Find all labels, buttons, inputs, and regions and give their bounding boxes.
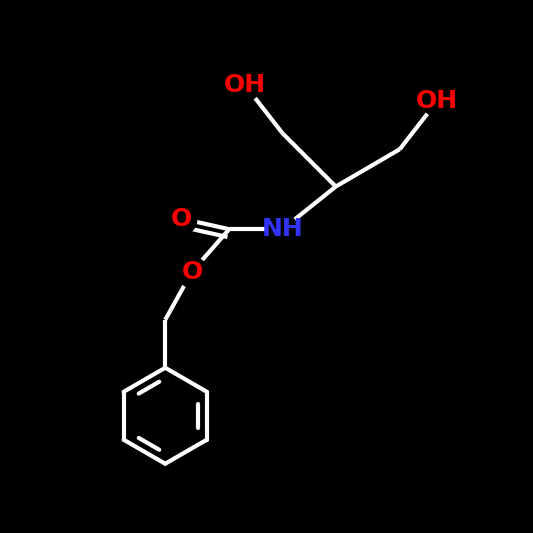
Text: OH: OH: [416, 89, 458, 114]
Text: O: O: [171, 206, 192, 231]
Text: O: O: [181, 260, 203, 284]
Text: NH: NH: [262, 217, 303, 241]
Text: OH: OH: [224, 73, 266, 98]
